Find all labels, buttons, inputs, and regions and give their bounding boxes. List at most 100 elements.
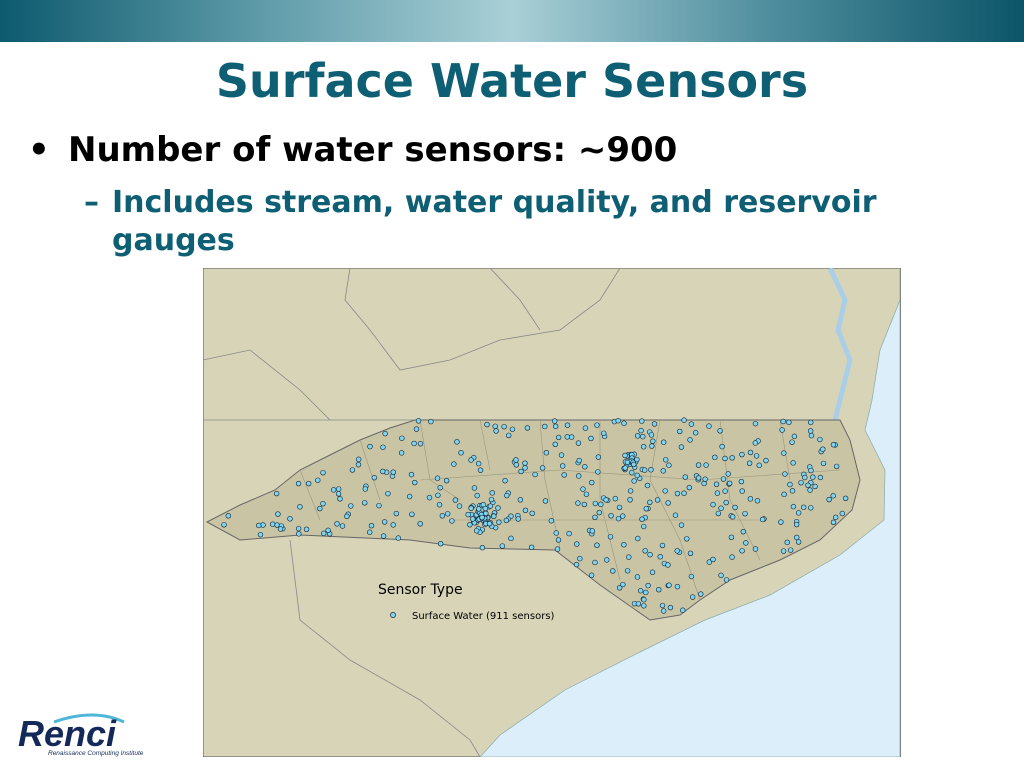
sensor-dot [832, 514, 839, 521]
sensor-dot [674, 490, 681, 497]
sensor-dot [723, 499, 729, 506]
sensor-dot [539, 465, 546, 471]
sensor-dot [791, 433, 798, 440]
sensor-dot [390, 469, 396, 475]
sensor-dot [620, 581, 626, 588]
sensor-dot [295, 480, 302, 487]
sensor-dot [722, 488, 728, 494]
sensor-dot [616, 504, 623, 511]
sensor-dot [660, 468, 666, 474]
sensor-dot [398, 450, 405, 456]
sensor-dot [752, 440, 759, 446]
slide-title: Surface Water Sensors [215, 54, 809, 108]
sensor-dot [798, 479, 804, 486]
sensor-dot [681, 417, 687, 423]
sensor-dot [581, 501, 588, 508]
sensor-dot [754, 498, 761, 504]
sensor-dot [260, 522, 266, 528]
sensor-dot [348, 503, 354, 509]
sensor-dot [555, 434, 562, 441]
sensor-dot [742, 510, 748, 517]
sensor-dot [592, 514, 598, 521]
sensor-dot [677, 428, 683, 435]
sensor-dot [508, 535, 514, 542]
sensor-dot [335, 491, 342, 497]
sensor-dot [487, 503, 494, 509]
sensor-dot [747, 449, 754, 456]
sensor-dot [428, 418, 434, 425]
sensor-dot [714, 490, 721, 496]
sensor-dot [612, 495, 618, 502]
sensor-dot [678, 444, 685, 450]
sensor-dot [257, 531, 264, 538]
sensor-dot [390, 522, 396, 528]
sensor-dot [718, 572, 724, 579]
sensor-dot [706, 559, 713, 565]
sensor-dot [607, 534, 614, 540]
sensor-dot [808, 432, 815, 439]
sensor-dot [588, 572, 595, 578]
sensor-dot [793, 521, 800, 528]
sensor-dot [706, 423, 712, 429]
sensor-dot [558, 452, 565, 458]
sensor-dot [687, 550, 694, 557]
sensor-dot [339, 523, 346, 529]
sensor-dot [807, 487, 813, 493]
sensor-dot [641, 523, 647, 530]
sensor-dot [695, 462, 702, 468]
sensor-dot [656, 586, 662, 593]
sensor-dot [504, 492, 510, 499]
sensor-dot [651, 421, 658, 427]
sensor-dot [647, 499, 653, 505]
sensor-dot [786, 419, 792, 425]
sensor-dot [413, 426, 420, 432]
sensor-dot [739, 451, 745, 458]
sensor-dot [702, 476, 708, 482]
sensor-dot [335, 486, 342, 492]
sensor-dot [805, 482, 811, 488]
sensor-dot [627, 497, 633, 503]
sensor-dot [604, 557, 610, 563]
sensor-dot [695, 475, 702, 481]
sensor-dot [686, 484, 693, 491]
sensor-dot [810, 474, 816, 480]
sensor-dot [470, 516, 476, 522]
sensor-dot [648, 467, 654, 473]
banner [0, 0, 1024, 42]
sensor-dot [640, 433, 646, 440]
bullet-dot: • [28, 130, 50, 170]
sensor-dot [812, 483, 818, 490]
sensor-dot [548, 518, 555, 524]
sensor-dot [631, 461, 637, 468]
sensor-dot [795, 539, 802, 545]
sensor-dot [784, 539, 790, 546]
sensor-dot [787, 481, 793, 488]
sensor-dot [553, 530, 559, 536]
sensor-dot [729, 455, 735, 461]
sensor-dot [594, 542, 600, 548]
sensor-dot [720, 476, 727, 482]
sensor-dot [221, 522, 227, 528]
sensor-dot [583, 491, 590, 497]
sensor-dot [542, 498, 549, 504]
sensor-dot [715, 510, 722, 517]
sensor-dot [451, 461, 457, 467]
sensor-dot [678, 522, 685, 528]
sensor-dot [496, 519, 502, 525]
sensor-dot [763, 457, 769, 464]
sensor-dot [552, 423, 559, 430]
sensor-dot [297, 504, 303, 510]
sensor-dot [800, 504, 807, 511]
sensor-dot [589, 528, 596, 534]
sensor-dot [277, 526, 284, 532]
sensor-dot [458, 450, 464, 456]
sensor-dot [842, 495, 849, 502]
sensor-dot [728, 534, 735, 540]
sensor-dot [650, 438, 656, 444]
sensor-dot [817, 436, 823, 443]
sensor-dot [409, 511, 415, 517]
logo-tagline: Renaissance Computing Institute [48, 750, 144, 757]
sensor-dot [622, 452, 628, 459]
sensor-dot [368, 522, 375, 529]
sensor-dot [688, 573, 695, 580]
